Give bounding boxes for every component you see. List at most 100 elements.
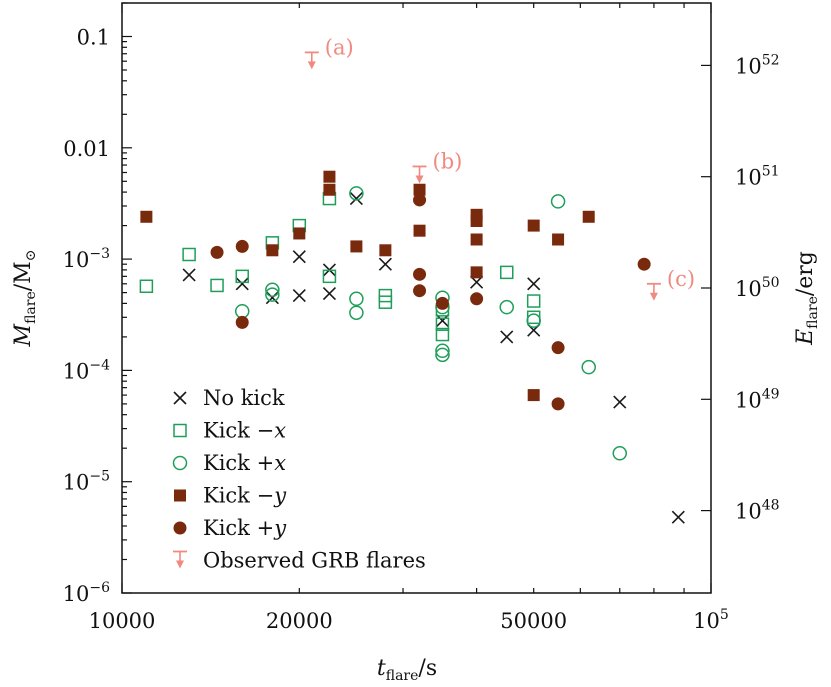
- legend-item: No kick: [173, 386, 285, 410]
- data-point: [526, 294, 541, 308]
- series-upper-limit: (a) (b) (c): [304, 35, 695, 301]
- y-tick-label: 0.1: [77, 26, 110, 50]
- data-point: [413, 193, 427, 207]
- series-filled-circle: [210, 193, 651, 411]
- series-filled-square: [140, 170, 595, 402]
- ticks-layer: 10000 20000 50000 105 0.1 0.01 10−3 10−4 10−5 10−…: [63, 2, 780, 633]
- data-point: [413, 284, 427, 298]
- legend-label: Observed GRB flares: [203, 549, 426, 573]
- right-tick-label: 1050: [735, 275, 780, 301]
- x-tick-label: 10000: [89, 609, 156, 633]
- data-point: [349, 186, 364, 201]
- data-point: [265, 282, 280, 298]
- data-point: [612, 446, 628, 461]
- data-point: [435, 347, 450, 363]
- data-point: [293, 227, 306, 240]
- data-point: [378, 257, 392, 271]
- data-point: [582, 210, 595, 223]
- right-tick-label: 1048: [735, 498, 780, 524]
- data-point: [139, 279, 154, 294]
- data-point: [551, 397, 565, 411]
- legend: No kick Kick −x Kick +x Kick −y Kick +y Obser…: [172, 386, 426, 573]
- data-point: [435, 296, 449, 310]
- data-point: [378, 295, 393, 309]
- data-point: [526, 310, 541, 325]
- data-point: [266, 244, 279, 257]
- data-point: [292, 250, 306, 264]
- legend-marker: [172, 455, 188, 471]
- data-point: [349, 291, 364, 307]
- data-point: [613, 395, 627, 409]
- flare-annotation: (a): [325, 35, 354, 59]
- flare-annotation: (c): [667, 267, 695, 291]
- data-point: [323, 183, 336, 196]
- data-point: [435, 327, 450, 342]
- data-point: [323, 170, 336, 183]
- series-x: [182, 191, 685, 524]
- legend-marker: [173, 423, 187, 438]
- data-point: [235, 269, 249, 284]
- data-point: [235, 277, 249, 291]
- data-point: [304, 51, 319, 70]
- legend-label: Kick −x: [203, 419, 286, 443]
- data-point: [499, 265, 514, 280]
- legend-item: Kick +x: [172, 451, 286, 475]
- x-axis-label: tflare/s: [377, 656, 437, 684]
- data-point: [412, 165, 427, 184]
- data-point: [322, 287, 337, 301]
- legend-marker: [173, 550, 187, 569]
- y-axis-label: Mflare/M⊙: [11, 250, 39, 348]
- legend-marker: [173, 521, 187, 535]
- legend-item: Kick −y: [174, 484, 287, 508]
- legend-label: Kick +y: [203, 516, 287, 540]
- y-tick-label: 10−6: [63, 580, 110, 606]
- y-tick-label: 0.01: [63, 137, 110, 161]
- data-point: [182, 268, 196, 282]
- data-marks: (a) (b) (c): [139, 35, 695, 524]
- data-point: [499, 299, 514, 315]
- data-point: [527, 277, 541, 291]
- data-point: [182, 247, 196, 262]
- y-tick-label: 10−5: [63, 469, 110, 495]
- data-point: [292, 289, 306, 303]
- data-point: [140, 210, 153, 223]
- y-tick-label: 10−4: [63, 357, 110, 383]
- data-point: [265, 291, 279, 305]
- data-point: [500, 330, 514, 344]
- data-point: [526, 313, 541, 328]
- data-point: [646, 282, 661, 301]
- legend-marker: [173, 391, 187, 405]
- data-point: [413, 183, 426, 196]
- data-point: [322, 269, 337, 284]
- data-point: [551, 341, 565, 355]
- y-tick-label: 10−3: [63, 246, 110, 272]
- x-tick-label: 105: [693, 607, 729, 633]
- data-point: [527, 219, 540, 232]
- flare-annotation: (b): [433, 149, 463, 173]
- legend-item: Kick −x: [173, 419, 286, 443]
- data-point: [235, 239, 249, 253]
- x-tick-label: 50000: [500, 609, 567, 633]
- data-point: [210, 278, 224, 293]
- data-point: [527, 389, 540, 402]
- data-point: [671, 510, 685, 524]
- series-open-circle: [234, 186, 628, 461]
- data-point: [379, 244, 392, 257]
- plot-frame: [121, 2, 712, 594]
- right-tick-label: 1051: [735, 164, 780, 190]
- data-point: [470, 233, 483, 246]
- data-point: [413, 224, 426, 237]
- legend-marker: [174, 489, 186, 502]
- data-point: [637, 257, 651, 271]
- data-point: [349, 191, 363, 206]
- data-point: [234, 303, 250, 319]
- legend-label: Kick +x: [203, 451, 286, 475]
- data-point: [413, 267, 427, 281]
- data-point: [552, 233, 565, 246]
- data-point: [435, 317, 450, 331]
- data-point: [350, 240, 363, 253]
- data-point: [470, 292, 484, 306]
- data-point: [435, 314, 450, 328]
- data-point: [210, 245, 224, 259]
